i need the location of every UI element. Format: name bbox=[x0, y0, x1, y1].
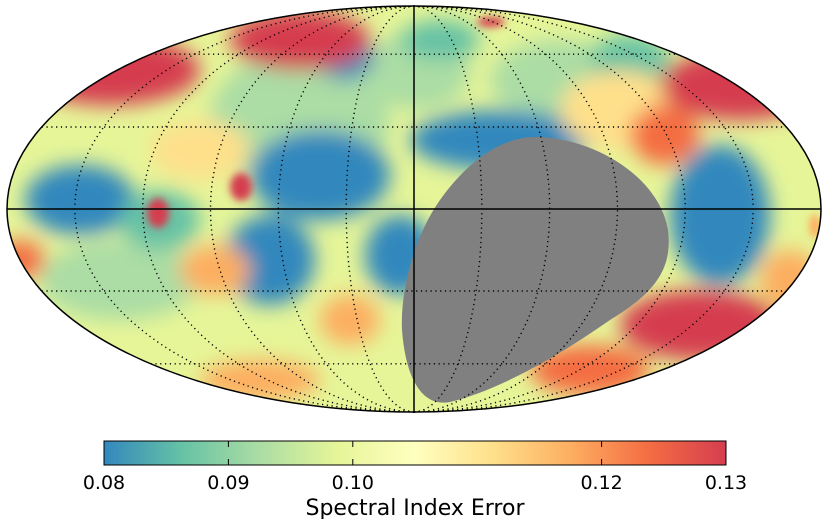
colorbar-tick-label: 0.13 bbox=[705, 472, 747, 494]
colorbar-tick-label: 0.12 bbox=[580, 472, 622, 494]
masked-region bbox=[401, 136, 669, 403]
colorbar-tick-label: 0.08 bbox=[83, 472, 125, 494]
colorbar: 0.08 0.09 0.10 0.12 0.13 Spectral Index Erro… bbox=[83, 440, 747, 519]
meridian-line bbox=[413, 5, 619, 413]
sky-map bbox=[7, 6, 821, 412]
value-field bbox=[7, 10, 820, 400]
colorbar-tick-label: 0.10 bbox=[332, 472, 374, 494]
meridian-line bbox=[209, 5, 415, 413]
colorbar-ticks: 0.08 0.09 0.10 0.12 0.13 bbox=[83, 441, 747, 494]
map-outline bbox=[6, 5, 822, 413]
colorbar-tick-label: 0.09 bbox=[207, 472, 249, 494]
compact-sources bbox=[147, 17, 821, 238]
colorbar-bar bbox=[103, 440, 727, 466]
colorbar-label: Spectral Index Error bbox=[305, 496, 525, 519]
